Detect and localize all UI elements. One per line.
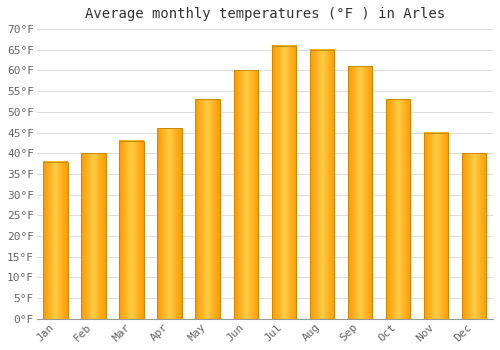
Bar [158,128,182,319]
Bar [120,141,144,319]
Bar [82,153,106,319]
Bar [196,99,220,319]
Bar [310,50,334,319]
Bar [424,133,448,319]
Bar [272,46,296,319]
Bar [44,162,68,319]
Title: Average monthly temperatures (°F ) in Arles: Average monthly temperatures (°F ) in Ar… [85,7,445,21]
Bar [462,153,486,319]
Bar [386,99,410,319]
Bar [348,66,372,319]
Bar [234,70,258,319]
